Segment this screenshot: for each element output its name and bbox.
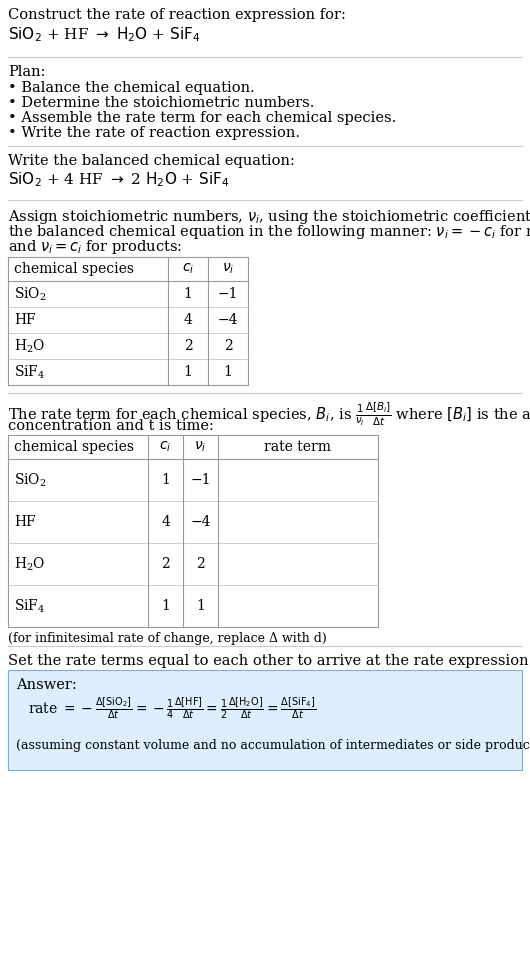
Text: • Write the rate of reaction expression.: • Write the rate of reaction expression. <box>8 126 300 140</box>
Text: rate term: rate term <box>264 440 331 454</box>
Text: Answer:: Answer: <box>16 678 77 692</box>
Text: $\rm SiO_2$ + HF $\rightarrow$ $\rm H_2O$ + $\rm SiF_4$: $\rm SiO_2$ + HF $\rightarrow$ $\rm H_2O… <box>8 25 200 44</box>
Text: (assuming constant volume and no accumulation of intermediates or side products): (assuming constant volume and no accumul… <box>16 739 530 752</box>
Text: $\mathregular{SiF_4}$: $\mathregular{SiF_4}$ <box>14 363 46 381</box>
Text: 1: 1 <box>161 473 170 487</box>
Text: $\mathregular{SiF_4}$: $\mathregular{SiF_4}$ <box>14 597 46 615</box>
Text: Construct the rate of reaction expression for:: Construct the rate of reaction expressio… <box>8 8 346 22</box>
Text: The rate term for each chemical species, $B_i$, is $\frac{1}{\nu_i}\frac{\Delta[: The rate term for each chemical species,… <box>8 401 530 428</box>
Bar <box>8 257 248 385</box>
Text: chemical species: chemical species <box>14 262 134 276</box>
Text: (for infinitesimal rate of change, replace Δ with d): (for infinitesimal rate of change, repla… <box>8 632 327 645</box>
Text: chemical species: chemical species <box>14 440 134 454</box>
Text: 2: 2 <box>196 557 205 571</box>
Text: Plan:: Plan: <box>8 65 46 79</box>
Text: concentration and t is time:: concentration and t is time: <box>8 419 214 433</box>
Text: $\mathregular{SiO_2}$: $\mathregular{SiO_2}$ <box>14 285 47 303</box>
Text: Assign stoichiometric numbers, $\nu_i$, using the stoichiometric coefficients, $: Assign stoichiometric numbers, $\nu_i$, … <box>8 208 530 226</box>
Text: 1: 1 <box>224 365 233 379</box>
Text: $\mathregular{H_2O}$: $\mathregular{H_2O}$ <box>14 338 46 354</box>
Text: $\mathregular{H_2O}$: $\mathregular{H_2O}$ <box>14 555 46 573</box>
Text: −1: −1 <box>218 287 238 301</box>
Text: Set the rate terms equal to each other to arrive at the rate expression:: Set the rate terms equal to each other t… <box>8 654 530 668</box>
Text: $\nu_i$: $\nu_i$ <box>195 440 207 454</box>
Text: −4: −4 <box>218 313 238 327</box>
Text: 4: 4 <box>183 313 192 327</box>
Text: 2: 2 <box>161 557 170 571</box>
Text: $\rm SiO_2$ + 4 HF $\rightarrow$ 2 $\rm H_2O$ + $\rm SiF_4$: $\rm SiO_2$ + 4 HF $\rightarrow$ 2 $\rm … <box>8 170 229 188</box>
Text: HF: HF <box>14 515 36 529</box>
Text: 1: 1 <box>196 599 205 613</box>
Text: $\nu_i$: $\nu_i$ <box>222 262 234 276</box>
FancyBboxPatch shape <box>8 670 522 770</box>
Text: • Assemble the rate term for each chemical species.: • Assemble the rate term for each chemic… <box>8 111 396 125</box>
Text: −4: −4 <box>190 515 211 529</box>
Text: $c_i$: $c_i$ <box>160 440 172 454</box>
Text: 1: 1 <box>183 287 192 301</box>
Text: 1: 1 <box>183 365 192 379</box>
Text: 2: 2 <box>183 339 192 353</box>
Text: the balanced chemical equation in the following manner: $\nu_i = -c_i$ for react: the balanced chemical equation in the fo… <box>8 223 530 241</box>
Text: −1: −1 <box>190 473 211 487</box>
Bar <box>8 435 378 627</box>
Text: $c_i$: $c_i$ <box>182 262 194 276</box>
Text: and $\nu_i = c_i$ for products:: and $\nu_i = c_i$ for products: <box>8 238 182 256</box>
Text: • Determine the stoichiometric numbers.: • Determine the stoichiometric numbers. <box>8 96 314 110</box>
Text: 4: 4 <box>161 515 170 529</box>
Text: HF: HF <box>14 313 36 327</box>
Text: $\mathregular{SiO_2}$: $\mathregular{SiO_2}$ <box>14 471 47 489</box>
Text: Write the balanced chemical equation:: Write the balanced chemical equation: <box>8 154 295 168</box>
Text: 1: 1 <box>161 599 170 613</box>
Text: • Balance the chemical equation.: • Balance the chemical equation. <box>8 81 255 95</box>
Text: 2: 2 <box>224 339 232 353</box>
Text: rate $= -\frac{\Delta[\mathrm{SiO_2}]}{\Delta t} = -\frac{1}{4}\frac{\Delta[\mat: rate $= -\frac{\Delta[\mathrm{SiO_2}]}{\… <box>28 695 316 720</box>
